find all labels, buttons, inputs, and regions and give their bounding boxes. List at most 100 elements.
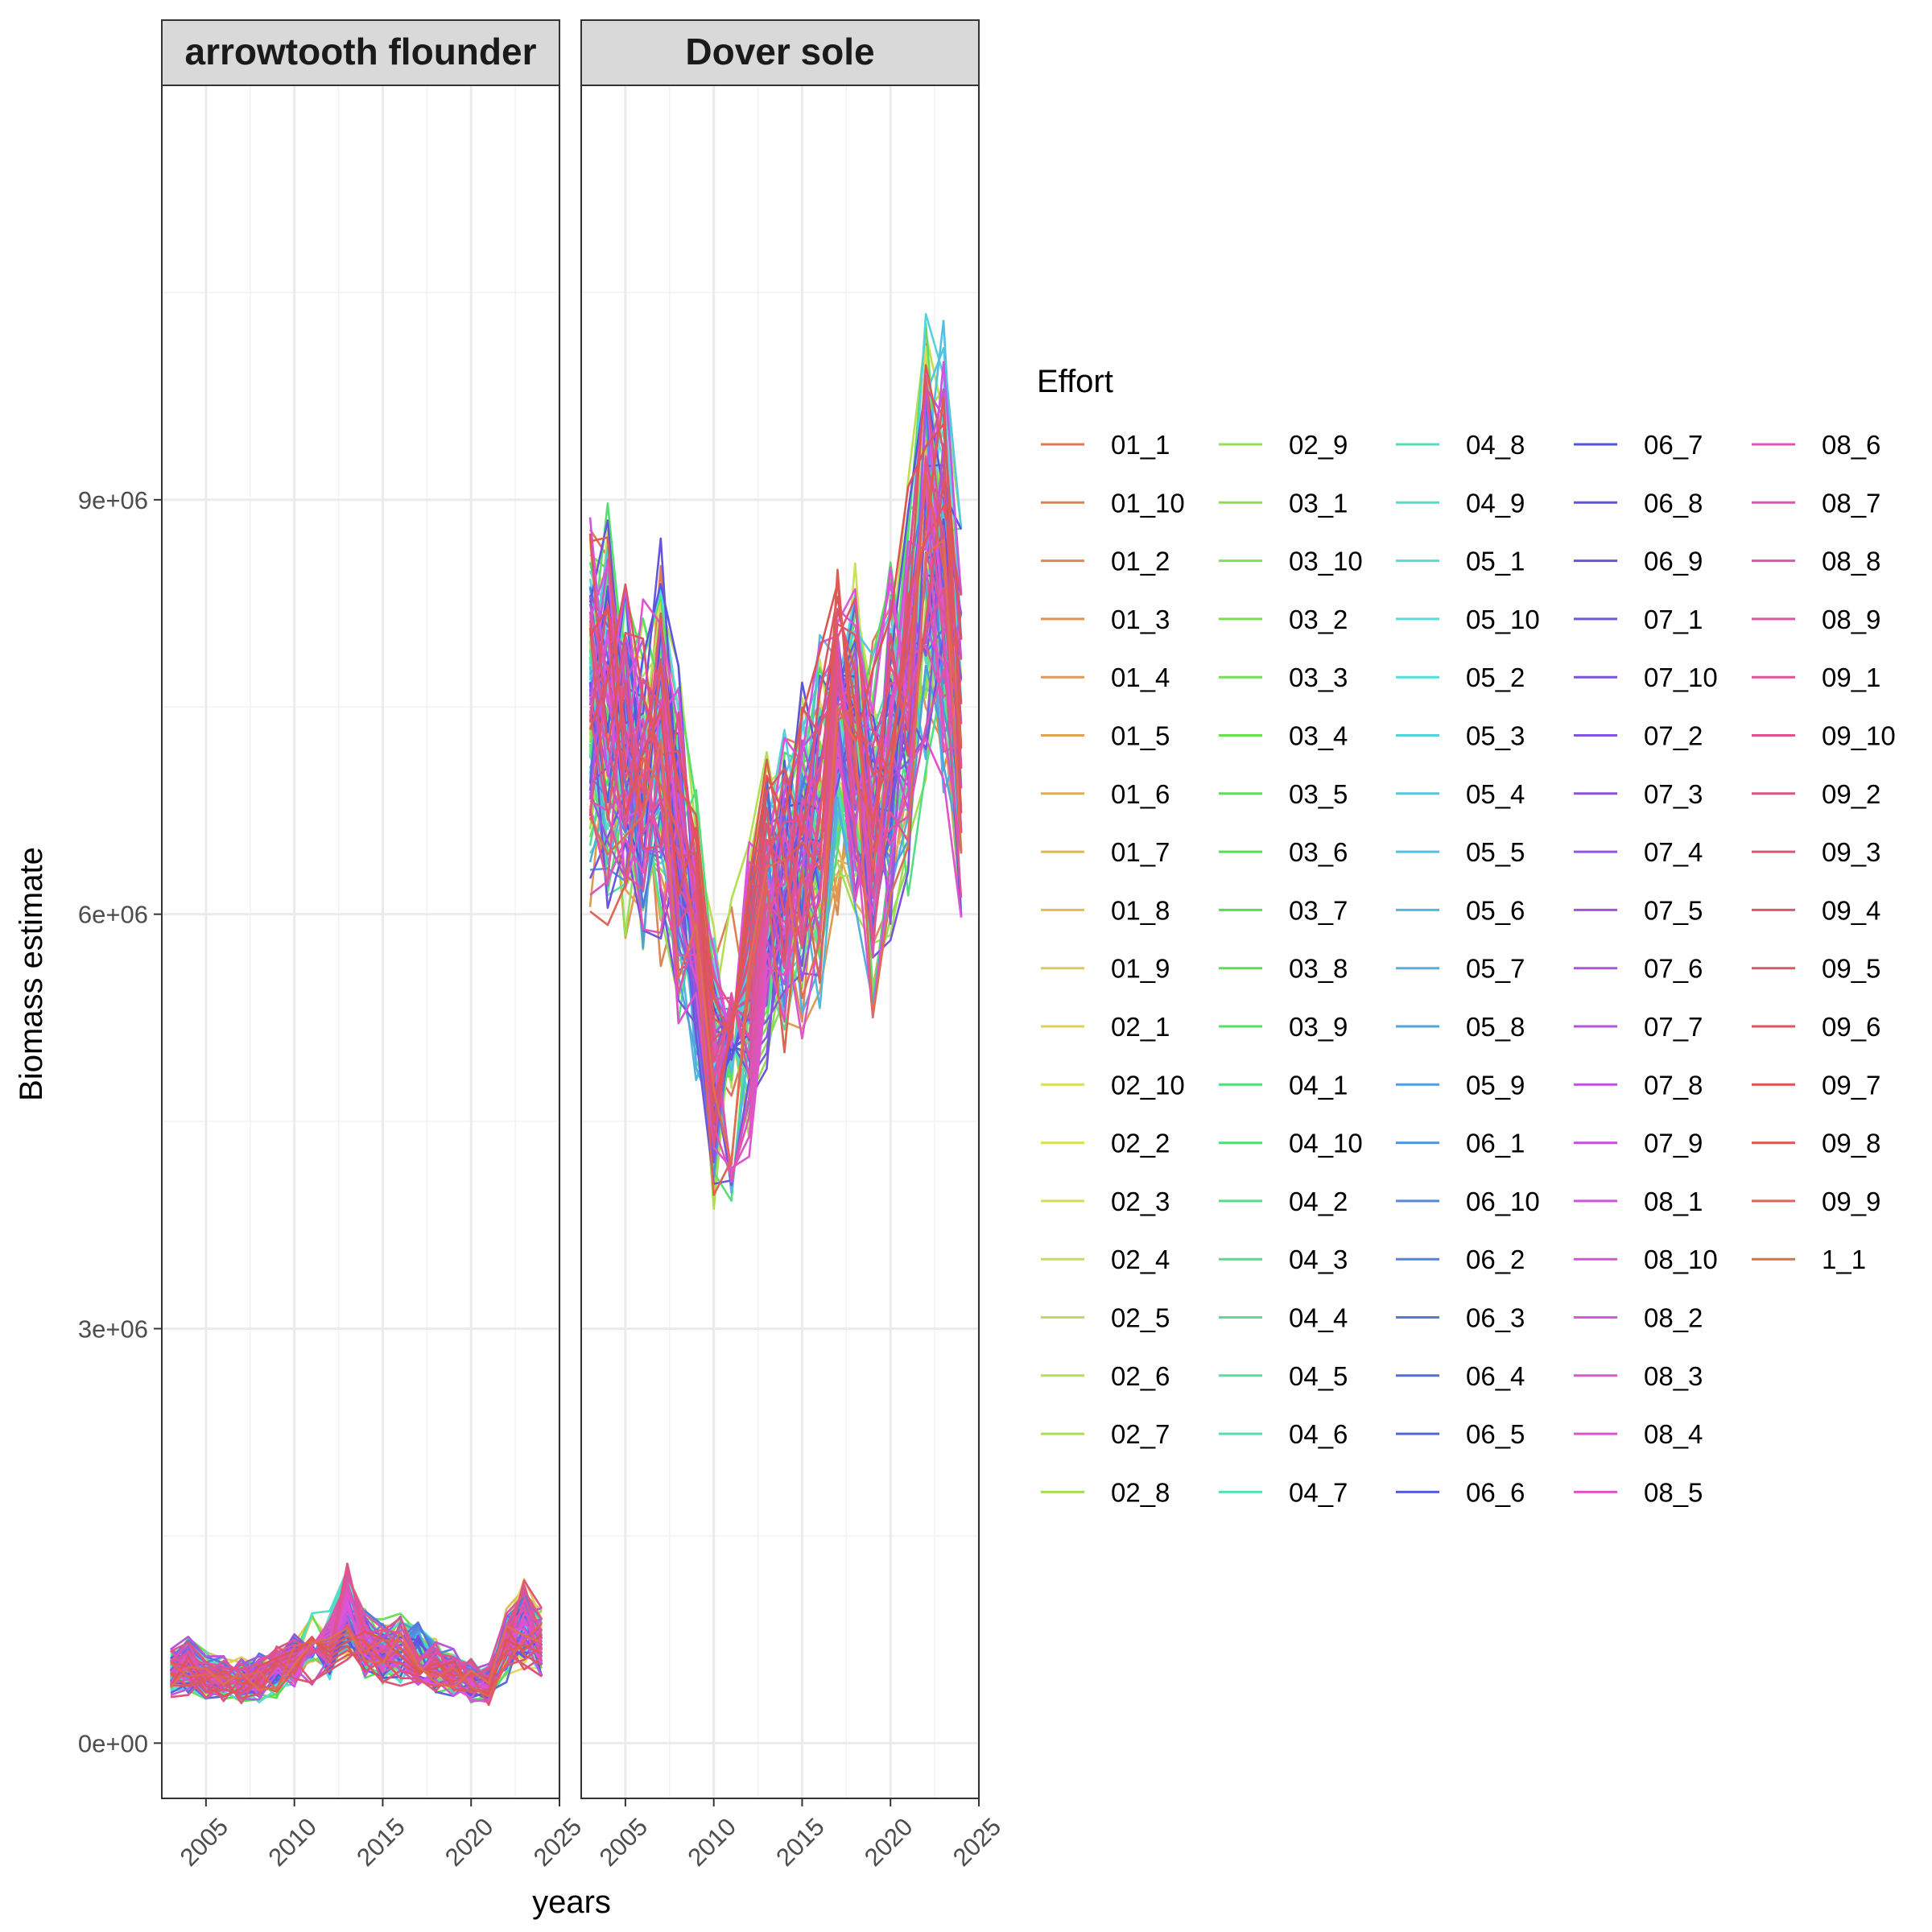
legend-item-01_9: 01_9 — [1041, 954, 1170, 984]
legend-item-04_4: 04_4 — [1219, 1303, 1348, 1333]
panel-background — [162, 85, 559, 1798]
legend-label: 01_1 — [1111, 430, 1170, 460]
legend-label: 05_7 — [1466, 954, 1525, 984]
legend-label: 03_6 — [1289, 837, 1348, 867]
legend-label: 07_1 — [1644, 605, 1703, 634]
legend-item-02_9: 02_9 — [1219, 430, 1348, 460]
legend-label: 05_10 — [1466, 605, 1540, 634]
legend-item-07_9: 07_9 — [1574, 1129, 1703, 1158]
legend-label: 07_10 — [1644, 663, 1718, 692]
legend-label: 04_2 — [1289, 1187, 1348, 1216]
legend-item-05_10: 05_10 — [1396, 605, 1540, 634]
legend-item-07_5: 07_5 — [1574, 895, 1703, 925]
legend-item-06_10: 06_10 — [1396, 1187, 1540, 1216]
legend-label: 05_4 — [1466, 779, 1525, 809]
legend-label: 03_8 — [1289, 954, 1348, 984]
legend-label: 09_7 — [1822, 1070, 1880, 1100]
legend-item-06_5: 06_5 — [1396, 1419, 1525, 1449]
legend-label: 05_8 — [1466, 1012, 1525, 1042]
legend-item-09_10: 09_10 — [1752, 721, 1896, 751]
legend-label: 09_6 — [1822, 1012, 1880, 1042]
legend-label: 1_1 — [1822, 1245, 1866, 1274]
legend-label: 08_9 — [1822, 605, 1880, 634]
legend-item-04_7: 04_7 — [1219, 1477, 1348, 1507]
legend-item-08_5: 08_5 — [1574, 1477, 1703, 1507]
legend-label: 01_5 — [1111, 721, 1170, 751]
legend-item-07_8: 07_8 — [1574, 1070, 1703, 1100]
legend-item-04_8: 04_8 — [1396, 430, 1525, 460]
legend-label: 06_3 — [1466, 1303, 1525, 1333]
legend-item-04_5: 04_5 — [1219, 1361, 1348, 1391]
legend-label: 03_4 — [1289, 721, 1348, 751]
legend-label: 07_2 — [1644, 721, 1703, 751]
legend-label: 05_2 — [1466, 663, 1525, 692]
legend-label: 03_7 — [1289, 895, 1348, 925]
legend-label: 04_5 — [1289, 1361, 1348, 1391]
facet-strip — [161, 19, 560, 86]
legend-item-08_3: 08_3 — [1574, 1361, 1703, 1391]
legend-item-03_4: 03_4 — [1219, 721, 1348, 751]
legend-item-09_4: 09_4 — [1752, 895, 1880, 925]
legend-item-05_2: 05_2 — [1396, 663, 1525, 692]
legend-item-04_2: 04_2 — [1219, 1187, 1348, 1216]
legend-label: 06_6 — [1466, 1477, 1525, 1507]
legend-item-02_3: 02_3 — [1041, 1187, 1170, 1216]
y-tick-label: 9e+06 — [78, 486, 148, 514]
legend-label: 02_9 — [1289, 430, 1348, 460]
legend-item-08_4: 08_4 — [1574, 1419, 1703, 1449]
legend-item-02_8: 02_8 — [1041, 1477, 1170, 1507]
legend-item-01_4: 01_4 — [1041, 663, 1170, 692]
legend-label: 08_7 — [1822, 488, 1880, 518]
legend-item-01_6: 01_6 — [1041, 779, 1170, 809]
legend-label: 06_9 — [1644, 547, 1703, 576]
legend-label: 07_5 — [1644, 895, 1703, 925]
legend-item-06_2: 06_2 — [1396, 1245, 1525, 1274]
legend-item-05_4: 05_4 — [1396, 779, 1525, 809]
legend-item-02_6: 02_6 — [1041, 1361, 1170, 1391]
legend-item-05_9: 05_9 — [1396, 1070, 1525, 1100]
y-axis: 0e+00 3e+06 6e+06 9e+06 — [78, 486, 162, 1757]
legend-label: 08_1 — [1644, 1187, 1703, 1216]
legend-item-04_9: 04_9 — [1396, 488, 1525, 518]
legend-item-08_8: 08_8 — [1752, 547, 1880, 576]
legend-label: 05_6 — [1466, 895, 1525, 925]
legend-label: 06_2 — [1466, 1245, 1525, 1274]
legend-title: Effort — [1037, 364, 1113, 399]
legend-label: 07_7 — [1644, 1012, 1703, 1042]
legend-item-02_2: 02_2 — [1041, 1129, 1170, 1158]
legend-item-05_1: 05_1 — [1396, 547, 1525, 576]
series-line-08_6 — [589, 564, 963, 1179]
legend-label: 09_4 — [1822, 895, 1880, 925]
legend-label: 02_4 — [1111, 1245, 1170, 1274]
legend-item-01_8: 01_8 — [1041, 895, 1170, 925]
legend-label: 04_4 — [1289, 1303, 1348, 1333]
legend-item-05_3: 05_3 — [1396, 721, 1525, 751]
legend-item-08_10: 08_10 — [1574, 1245, 1718, 1274]
legend-label: 07_6 — [1644, 954, 1703, 984]
x-axis-title: years — [532, 1885, 611, 1920]
legend-item-03_8: 03_8 — [1219, 954, 1348, 984]
series-lines — [169, 1563, 543, 1707]
legend-label: 06_4 — [1466, 1361, 1525, 1391]
legend-label: 04_3 — [1289, 1245, 1348, 1274]
legend-label: 08_4 — [1644, 1419, 1703, 1449]
legend-label: 04_8 — [1466, 430, 1525, 460]
legend-label: 02_6 — [1111, 1361, 1170, 1391]
legend-item-04_6: 04_6 — [1219, 1419, 1348, 1449]
y-axis-title: Biomass estimate — [14, 847, 49, 1101]
legend-item-01_2: 01_2 — [1041, 547, 1170, 576]
legend-item-01_1: 01_1 — [1041, 430, 1170, 460]
legend-label: 03_1 — [1289, 488, 1348, 518]
legend-item-06_7: 06_7 — [1574, 430, 1703, 460]
legend-label: 02_7 — [1111, 1419, 1170, 1449]
legend-item-09_6: 09_6 — [1752, 1012, 1880, 1042]
legend-label: 04_1 — [1289, 1070, 1348, 1100]
legend-label: 04_6 — [1289, 1419, 1348, 1449]
legend-label: 01_8 — [1111, 895, 1170, 925]
legend-item-07_2: 07_2 — [1574, 721, 1703, 751]
legend-label: 01_7 — [1111, 837, 1170, 867]
legend-label: 09_9 — [1822, 1187, 1880, 1216]
legend-item-01_7: 01_7 — [1041, 837, 1170, 867]
